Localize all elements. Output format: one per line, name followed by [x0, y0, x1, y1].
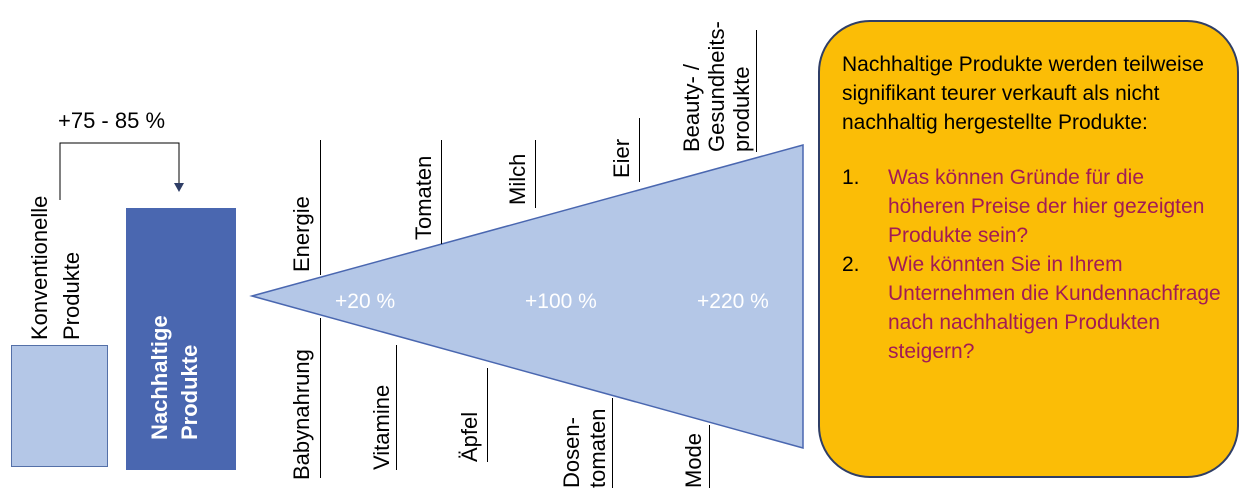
question-item: 1. Was können Gründe für die höheren Pre…: [842, 163, 1225, 250]
wedge-percent-high: +220 %: [697, 290, 769, 313]
product-aepfel: Äpfel: [457, 411, 482, 462]
question-number: 2.: [842, 253, 860, 276]
conventional-products-box: [11, 345, 108, 467]
wedge-percent-low: +20 %: [335, 290, 396, 313]
increase-arrow: [59, 142, 184, 200]
question-number: 1.: [842, 166, 860, 189]
product-eier: Eier: [609, 138, 634, 178]
tick-mode: [709, 425, 710, 488]
tick-milch: [535, 140, 536, 208]
sustainable-products-box: [126, 208, 236, 470]
product-vitamine: Vitamine: [369, 384, 394, 470]
question-list: 1. Was können Gründe für die höheren Pre…: [842, 163, 1225, 366]
wedge-percent-mid: +100 %: [525, 290, 597, 313]
tick-beauty: [756, 30, 757, 152]
product-mode: Mode: [681, 432, 706, 488]
tick-tomaten: [441, 140, 442, 244]
product-babynahrung: Babynahrung: [289, 349, 314, 480]
product-tomaten: Tomaten: [411, 155, 436, 240]
question-item: 2. Wie könnten Sie in Ihrem Unternehmen …: [842, 250, 1225, 366]
product-energie: Energie: [289, 196, 314, 272]
tick-eier: [639, 118, 640, 182]
tick-aepfel: [487, 368, 488, 462]
product-beauty-line2: Gesundheits-: [704, 21, 729, 152]
tick-energie: [320, 140, 321, 275]
tick-babynahrung: [320, 318, 321, 478]
question-text: Was können Gründe für die höheren Preise…: [888, 166, 1205, 247]
product-dosen-line1: Dosen-: [559, 417, 584, 488]
discussion-callout: Nachhaltige Produkte werden teilweise si…: [818, 20, 1239, 478]
product-beauty-line3: produkte: [729, 66, 754, 152]
price-wedge: [249, 144, 804, 449]
question-text: Wie könnten Sie in Ihrem Unternehmen die…: [888, 253, 1221, 363]
product-dosen-line2: tomaten: [585, 408, 610, 489]
product-beauty-line1: Beauty- /: [679, 63, 704, 152]
callout-statement: Nachhaltige Produkte werden teilweise si…: [842, 53, 1204, 134]
tick-vitamine: [396, 345, 397, 470]
product-milch: Milch: [505, 153, 530, 205]
tick-dosen: [612, 398, 613, 488]
increase-label: +75 - 85 %: [58, 108, 166, 133]
